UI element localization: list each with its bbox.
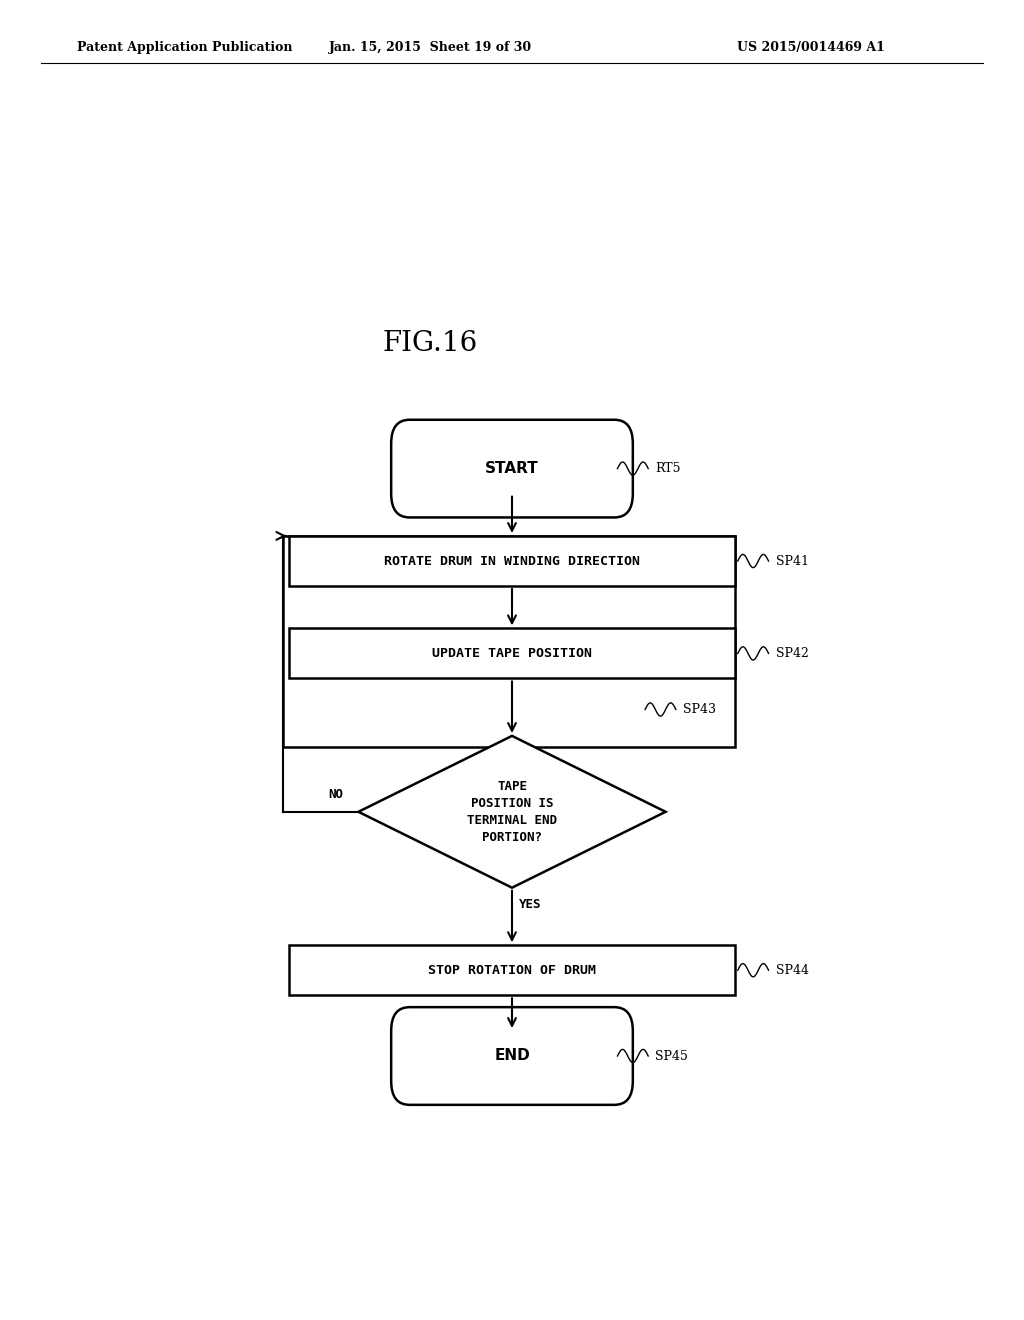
Text: SP45: SP45 xyxy=(655,1049,688,1063)
Bar xyxy=(289,945,735,995)
Text: FIG.16: FIG.16 xyxy=(382,330,478,356)
FancyBboxPatch shape xyxy=(391,1007,633,1105)
Text: Patent Application Publication: Patent Application Publication xyxy=(77,41,292,54)
Text: SP44: SP44 xyxy=(776,964,809,977)
Text: ROTATE DRUM IN WINDING DIRECTION: ROTATE DRUM IN WINDING DIRECTION xyxy=(384,554,640,568)
Text: UPDATE TAPE POSITION: UPDATE TAPE POSITION xyxy=(432,647,592,660)
Text: STOP ROTATION OF DRUM: STOP ROTATION OF DRUM xyxy=(428,964,596,977)
Text: SP42: SP42 xyxy=(776,647,809,660)
Text: SP43: SP43 xyxy=(683,704,716,715)
Bar xyxy=(283,536,735,747)
Polygon shape xyxy=(358,737,666,887)
Text: YES: YES xyxy=(519,898,542,911)
Text: NO: NO xyxy=(328,788,343,801)
Text: SP41: SP41 xyxy=(776,554,809,568)
Text: END: END xyxy=(495,1048,529,1064)
FancyBboxPatch shape xyxy=(391,420,633,517)
Text: START: START xyxy=(485,461,539,477)
Text: Jan. 15, 2015  Sheet 19 of 30: Jan. 15, 2015 Sheet 19 of 30 xyxy=(329,41,531,54)
Text: US 2015/0014469 A1: US 2015/0014469 A1 xyxy=(737,41,885,54)
Bar xyxy=(289,628,735,678)
Text: RT5: RT5 xyxy=(655,462,681,475)
Bar xyxy=(289,536,735,586)
Text: TAPE
POSITION IS
TERMINAL END
PORTION?: TAPE POSITION IS TERMINAL END PORTION? xyxy=(467,780,557,843)
